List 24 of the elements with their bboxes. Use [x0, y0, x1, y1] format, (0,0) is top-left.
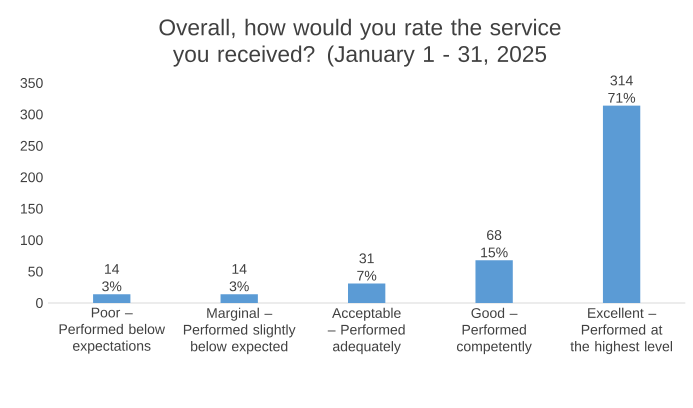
y-tick-label: 0 [36, 298, 43, 308]
bar [93, 294, 130, 303]
y-tick-label: 150 [21, 204, 43, 214]
y-tick-label: 100 [21, 235, 43, 246]
x-tick-label: Acceptable – Performed adequately [328, 308, 405, 354]
x-tick-label: Marginal – Performed slightly below expected [184, 308, 296, 354]
bar [475, 260, 513, 303]
data-label: 68 15% [481, 230, 508, 258]
x-tick-label: Poor – Performed below expectations [60, 308, 166, 354]
y-tick-label: 250 [20, 140, 43, 151]
y-tick-label: 300 [20, 109, 43, 120]
data-label: 314 71% [608, 76, 636, 103]
bar [348, 284, 386, 303]
x-tick-label: Excellent – Performed at the highest level [570, 308, 672, 354]
bar [602, 106, 640, 303]
y-tick-label: 350 [20, 78, 43, 88]
bar [220, 294, 258, 303]
data-label: 14 3% [102, 264, 122, 292]
data-label: 14 3% [230, 264, 249, 292]
y-tick-label: 50 [28, 266, 43, 277]
chart-title: Overall, how would you rate the service you received? (January 1 - 31, 2025 [160, 18, 560, 67]
data-label: 31 7% [357, 253, 376, 281]
x-tick-label: Good – Performed competently [456, 308, 532, 354]
y-tick-label: 200 [20, 172, 43, 182]
